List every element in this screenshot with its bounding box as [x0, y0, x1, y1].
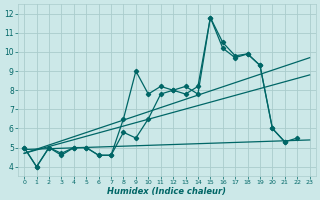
X-axis label: Humidex (Indice chaleur): Humidex (Indice chaleur) [108, 187, 226, 196]
